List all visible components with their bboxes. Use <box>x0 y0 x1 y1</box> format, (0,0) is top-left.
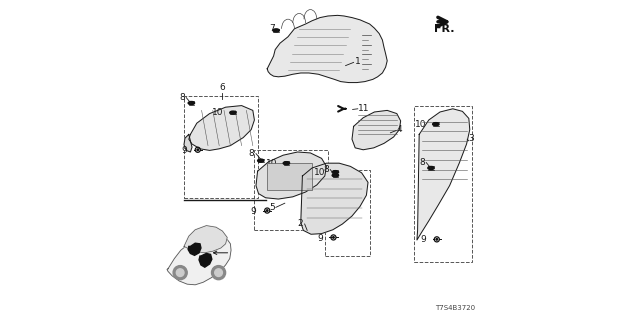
Text: 2: 2 <box>298 219 303 228</box>
Circle shape <box>211 266 226 280</box>
Text: 9: 9 <box>250 207 256 216</box>
Text: 8: 8 <box>249 149 254 158</box>
Bar <box>325 170 370 256</box>
Text: 5: 5 <box>269 204 275 212</box>
Circle shape <box>173 266 187 280</box>
Bar <box>184 96 258 198</box>
Ellipse shape <box>230 111 236 114</box>
Polygon shape <box>189 106 254 150</box>
Polygon shape <box>184 134 192 152</box>
Polygon shape <box>301 163 368 234</box>
Polygon shape <box>417 109 470 240</box>
Text: FR.: FR. <box>434 24 454 34</box>
Text: 10: 10 <box>415 120 427 129</box>
Circle shape <box>177 269 184 276</box>
Text: T7S4B3720: T7S4B3720 <box>435 305 475 311</box>
Text: 9: 9 <box>421 236 427 244</box>
Text: 10: 10 <box>314 168 326 177</box>
Text: 9: 9 <box>182 146 188 155</box>
Ellipse shape <box>273 29 279 32</box>
Polygon shape <box>184 226 227 253</box>
Circle shape <box>333 237 334 238</box>
Text: 8: 8 <box>179 93 184 102</box>
Ellipse shape <box>258 159 264 162</box>
Ellipse shape <box>188 101 195 105</box>
Bar <box>268 163 312 190</box>
Text: 4: 4 <box>397 125 403 134</box>
Bar <box>254 150 328 230</box>
Text: 8: 8 <box>323 165 329 174</box>
Ellipse shape <box>433 123 439 126</box>
Text: 10: 10 <box>266 159 277 168</box>
Polygon shape <box>256 152 326 199</box>
Polygon shape <box>268 15 387 83</box>
Polygon shape <box>199 253 212 267</box>
Text: 9: 9 <box>317 234 323 243</box>
Circle shape <box>436 239 438 240</box>
Polygon shape <box>352 110 401 150</box>
Bar <box>415 106 472 262</box>
Ellipse shape <box>428 166 434 170</box>
Circle shape <box>197 149 198 150</box>
Polygon shape <box>167 235 231 285</box>
Text: 6: 6 <box>220 83 225 92</box>
Text: 8: 8 <box>419 158 425 167</box>
Text: 3: 3 <box>468 134 474 143</box>
Ellipse shape <box>332 174 339 177</box>
Text: 7: 7 <box>269 24 275 33</box>
Ellipse shape <box>283 162 289 165</box>
Text: 1: 1 <box>355 57 360 66</box>
Text: 11: 11 <box>358 104 370 113</box>
Polygon shape <box>188 243 201 255</box>
Text: 10: 10 <box>212 108 223 117</box>
Circle shape <box>266 210 268 211</box>
Ellipse shape <box>332 171 339 174</box>
Circle shape <box>215 269 223 276</box>
